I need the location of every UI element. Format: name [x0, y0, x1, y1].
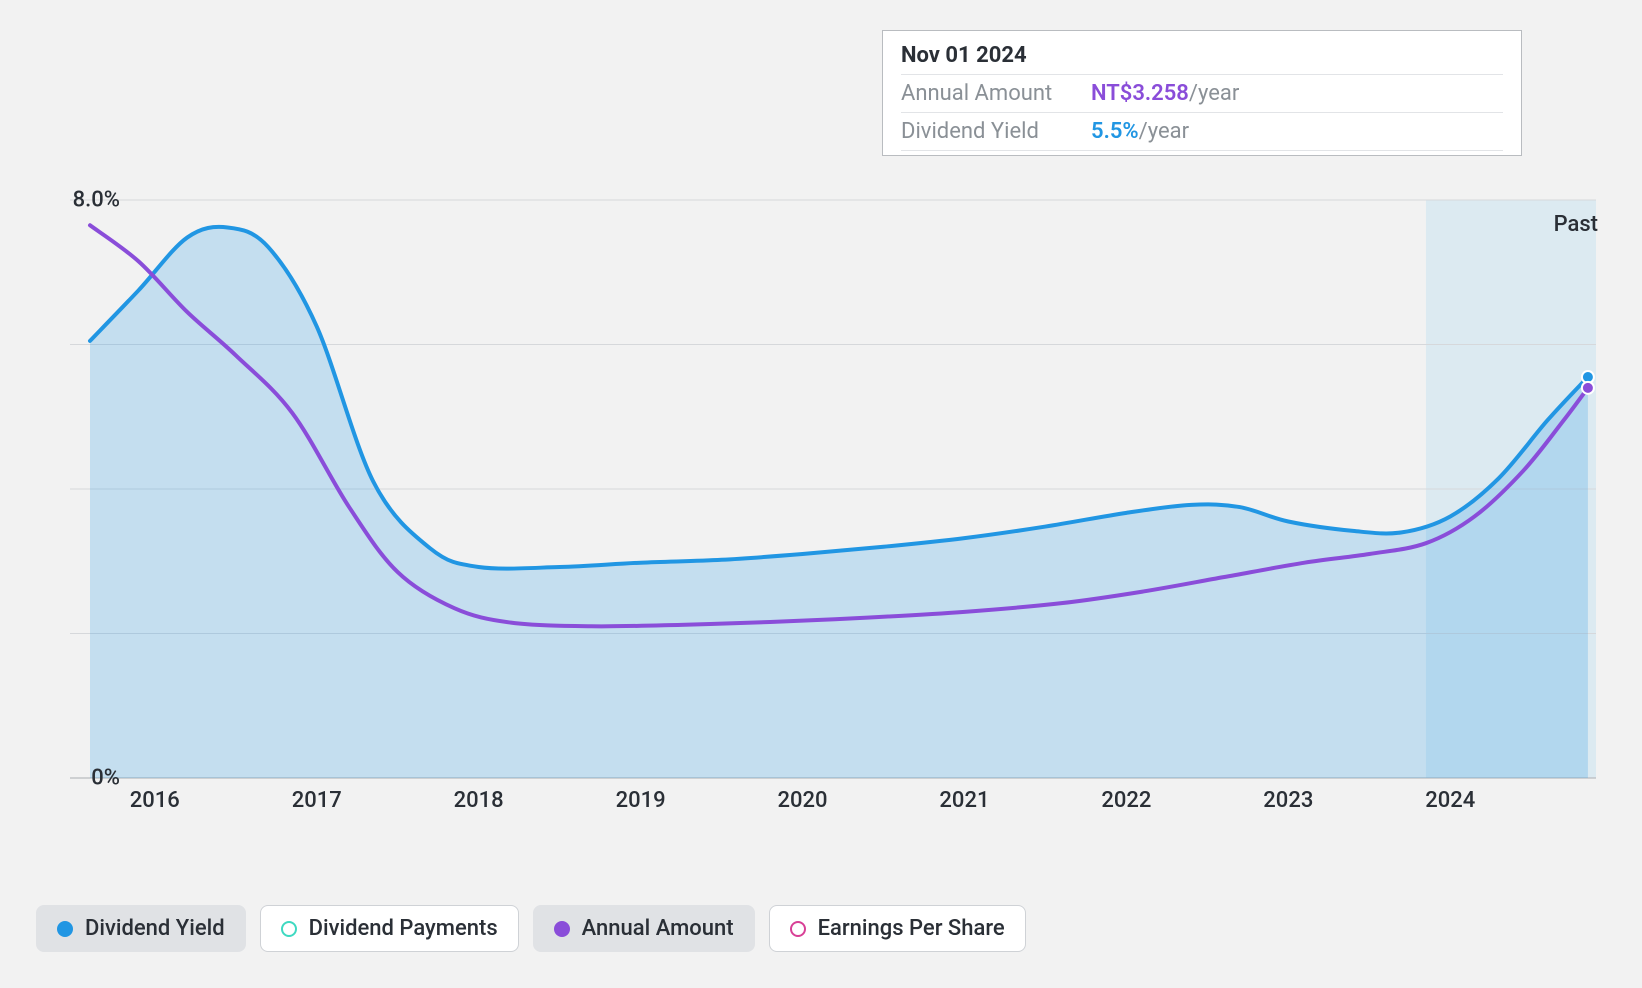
x-axis-label: 2016: [130, 788, 180, 813]
legend-marker: [790, 921, 806, 937]
x-axis-label: 2018: [454, 788, 504, 813]
tooltip-row-unit: /year: [1189, 81, 1239, 106]
legend-label: Earnings Per Share: [818, 916, 1005, 941]
x-axis-label: 2021: [939, 788, 989, 813]
x-axis-label: 2024: [1425, 788, 1475, 813]
x-axis-label: 2019: [616, 788, 666, 813]
past-region-label: Past: [1554, 212, 1598, 237]
legend-marker: [57, 921, 73, 937]
legend-item-annual-amount[interactable]: Annual Amount: [533, 905, 755, 952]
legend: Dividend Yield Dividend Payments Annual …: [36, 905, 1026, 952]
tooltip-row-label: Dividend Yield: [901, 119, 1091, 144]
y-axis-label: 0%: [40, 766, 120, 791]
legend-label: Dividend Payments: [309, 916, 498, 941]
tooltip-row: Annual Amount NT$3.258/year: [901, 75, 1503, 113]
tooltip-row-value: NT$3.258: [1091, 81, 1189, 106]
x-axis-label: 2017: [292, 788, 342, 813]
legend-label: Dividend Yield: [85, 916, 225, 941]
x-axis-label: 2020: [778, 788, 828, 813]
legend-label: Annual Amount: [582, 916, 734, 941]
legend-marker: [281, 921, 297, 937]
legend-item-earnings-per-share[interactable]: Earnings Per Share: [769, 905, 1026, 952]
x-axis-label: 2023: [1263, 788, 1313, 813]
tooltip-row-label: Annual Amount: [901, 81, 1091, 106]
y-axis-label: 8.0%: [40, 188, 120, 213]
x-axis-label: 2022: [1101, 788, 1151, 813]
legend-marker: [554, 921, 570, 937]
tooltip-row-unit: /year: [1139, 119, 1189, 144]
legend-item-dividend-payments[interactable]: Dividend Payments: [260, 905, 519, 952]
tooltip-row-value: 5.5%: [1091, 119, 1139, 144]
tooltip-title: Nov 01 2024: [901, 43, 1503, 75]
legend-item-dividend-yield[interactable]: Dividend Yield: [36, 905, 246, 952]
tooltip-box: Nov 01 2024 Annual Amount NT$3.258/year …: [882, 30, 1522, 156]
tooltip-row: Dividend Yield 5.5%/year: [901, 113, 1503, 151]
